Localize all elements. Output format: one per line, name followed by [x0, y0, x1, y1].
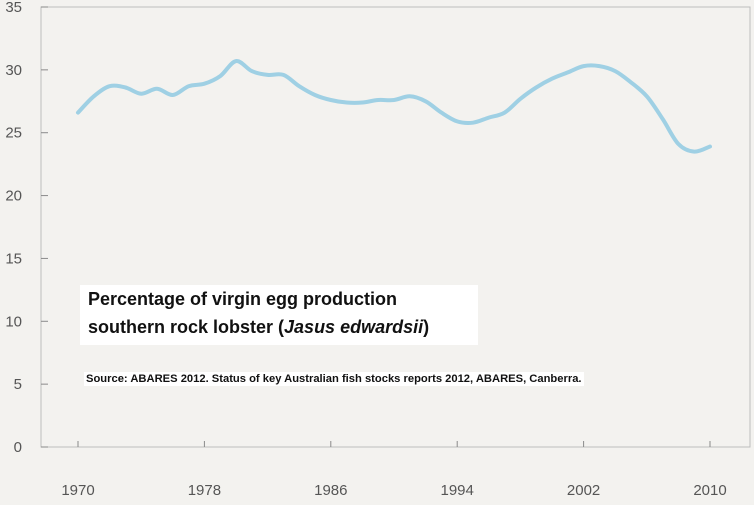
- chart-title-line-2-suffix: ): [423, 317, 430, 337]
- x-tick-label: 1970: [61, 482, 94, 499]
- chart-title-line-2: southern rock lobster (Jasus edwardsii): [88, 317, 429, 338]
- y-tick-label: 15: [5, 250, 22, 267]
- y-tick-label: 5: [14, 376, 22, 393]
- y-tick-label: 30: [5, 62, 22, 79]
- x-tick-label: 2010: [693, 482, 726, 499]
- chart-title-line-2-prefix: southern rock lobster (: [88, 317, 285, 337]
- y-tick-label: 10: [5, 313, 22, 330]
- x-tick-label: 2002: [567, 482, 600, 499]
- chart-title-species: Jasus edwardsii: [284, 317, 424, 337]
- y-axis: 0 5 10 15 20 25 30 35: [5, 0, 48, 456]
- x-tick-label: 1986: [314, 482, 347, 499]
- x-tick-label: 1978: [188, 482, 221, 499]
- x-tick-label: 1994: [441, 482, 474, 499]
- y-tick-label: 35: [5, 0, 22, 16]
- chart-source-note: Source: ABARES 2012. Status of key Austr…: [84, 372, 584, 386]
- virgin-egg-production-line: [76, 59, 712, 154]
- y-tick-label: 25: [5, 125, 22, 142]
- y-tick-label: 0: [14, 439, 22, 456]
- plot-area: [40, 6, 751, 448]
- x-axis: 1970 1978 1986 1994 2002 2010: [61, 441, 727, 499]
- chart-title-line-1: Percentage of virgin egg production: [88, 289, 398, 309]
- title-box: [80, 285, 478, 345]
- y-tick-label: 20: [5, 188, 22, 205]
